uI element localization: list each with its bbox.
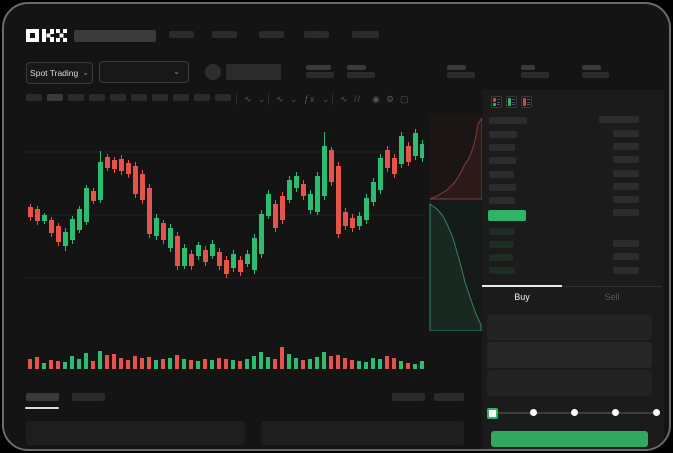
line-tool-icon[interactable]: ∿	[340, 94, 349, 104]
nav-link-placeholder[interactable]	[212, 31, 237, 38]
fullscreen-icon[interactable]: ▢	[400, 94, 410, 104]
stat-value-placeholder	[347, 72, 375, 78]
timeframe-button[interactable]	[26, 94, 42, 101]
pair-name-placeholder	[226, 64, 281, 80]
orderbook-ask-row[interactable]	[489, 171, 514, 178]
book-combined-view-icon[interactable]	[491, 96, 502, 108]
indicator-chevron-icon[interactable]: ⌄	[258, 94, 267, 104]
stat-label-placeholder	[306, 65, 331, 70]
tab-divider	[562, 286, 662, 287]
recent-trade-row	[613, 183, 639, 190]
recent-trade-row	[613, 267, 639, 274]
orderbook-ask-row[interactable]	[489, 197, 515, 204]
fx-indicator-icon[interactable]: ƒx	[304, 94, 316, 104]
pair-coin-icon	[205, 64, 221, 80]
recent-trade-row	[613, 143, 639, 150]
slider-stop-25[interactable]	[530, 409, 537, 416]
market-type-selector[interactable]: Spot Trading ⌄	[26, 62, 93, 84]
stat-value-placeholder	[306, 72, 334, 78]
recent-trade-row	[613, 156, 639, 163]
ruler-icon[interactable]: //	[354, 94, 362, 104]
bottom-tab[interactable]	[72, 393, 105, 401]
stat-value-placeholder	[521, 72, 549, 78]
compare-chevron-icon[interactable]: ⌄	[290, 94, 299, 104]
bottom-action-placeholder[interactable]	[434, 393, 464, 401]
orderbook-ask-row[interactable]	[489, 144, 515, 151]
compare-wave-icon[interactable]: ∿	[276, 94, 285, 104]
buy-button[interactable]	[491, 431, 648, 447]
stat-value-placeholder	[582, 72, 609, 78]
tab-buy[interactable]: Buy	[514, 292, 530, 302]
slider-stop-100[interactable]	[653, 409, 660, 416]
depth-chart[interactable]	[429, 114, 482, 331]
timeframe-button[interactable]	[131, 94, 147, 101]
toolbar-divider	[268, 93, 269, 105]
orderbook-ask-row[interactable]	[489, 131, 517, 138]
book-asks-view-icon[interactable]	[521, 96, 532, 108]
orderbook-bid-row[interactable]	[489, 267, 515, 274]
total-input[interactable]	[487, 370, 652, 396]
bottom-action-placeholder[interactable]	[392, 393, 425, 401]
stat-label-placeholder	[447, 65, 466, 70]
volume-chart[interactable]	[26, 342, 424, 372]
history-table-placeholder	[261, 421, 464, 445]
stat-value-placeholder	[447, 72, 475, 78]
nav-link-placeholder[interactable]	[169, 31, 194, 38]
nav-search-placeholder[interactable]	[74, 30, 156, 42]
bottom-tab-active[interactable]	[26, 393, 59, 401]
timeframe-button[interactable]	[47, 94, 63, 101]
toolbar-divider	[236, 93, 237, 105]
buy-tab-indicator	[482, 285, 562, 287]
price-input[interactable]	[487, 315, 652, 340]
timeframe-button[interactable]	[194, 94, 210, 101]
bottom-tab-underline	[25, 407, 59, 409]
indicator-wave-icon[interactable]: ∿	[244, 94, 253, 104]
timeframe-button[interactable]	[215, 94, 231, 101]
chevron-down-icon: ⌄	[82, 68, 89, 77]
book-bids-view-icon[interactable]	[506, 96, 517, 108]
trades-column-header	[599, 116, 639, 123]
orderbook-bid-row[interactable]	[489, 254, 513, 261]
recent-trade-row	[613, 253, 639, 260]
recent-trade-row	[613, 170, 639, 177]
nav-link-placeholder[interactable]	[352, 31, 379, 38]
orderbook-bid-row[interactable]	[489, 241, 514, 248]
okx-logo[interactable]	[26, 28, 67, 43]
camera-icon[interactable]: ◉	[372, 94, 381, 104]
chevron-down-icon: ⌄	[173, 67, 180, 76]
toolbar-divider	[332, 93, 333, 105]
nav-link-placeholder[interactable]	[259, 31, 284, 38]
last-price-bar[interactable]	[488, 210, 526, 221]
timeframe-button[interactable]	[89, 94, 105, 101]
pair-selector-dropdown[interactable]: ⌄	[99, 61, 189, 83]
settings-gear-icon[interactable]: ⚙	[386, 94, 396, 104]
timeframe-button[interactable]	[173, 94, 189, 101]
slider-stop-50[interactable]	[571, 409, 578, 416]
stat-label-placeholder	[347, 65, 366, 70]
orderbook-ask-row[interactable]	[489, 184, 516, 191]
timeframe-button[interactable]	[68, 94, 84, 101]
market-type-label: Spot Trading	[30, 68, 79, 78]
orders-table-placeholder	[26, 421, 245, 445]
tab-sell[interactable]: Sell	[604, 292, 620, 302]
slider-stop-0[interactable]	[487, 408, 498, 419]
recent-trade-row	[613, 130, 639, 137]
orderbook-bid-row[interactable]	[489, 228, 515, 235]
recent-trade-row	[613, 196, 639, 203]
candlestick-chart[interactable]	[26, 114, 424, 336]
stat-label-placeholder	[521, 65, 535, 70]
orderbook-ask-row[interactable]	[489, 157, 516, 164]
orderbook-column-header	[489, 117, 527, 124]
stat-label-placeholder	[582, 65, 601, 70]
amount-input[interactable]	[487, 342, 652, 368]
timeframe-button[interactable]	[110, 94, 126, 101]
nav-link-placeholder[interactable]	[304, 31, 329, 38]
fx-chevron-icon[interactable]: ⌄	[322, 94, 331, 104]
timeframe-button[interactable]	[152, 94, 168, 101]
recent-trade-row	[613, 240, 639, 247]
slider-stop-75[interactable]	[612, 409, 619, 416]
recent-trade-row	[613, 209, 639, 216]
